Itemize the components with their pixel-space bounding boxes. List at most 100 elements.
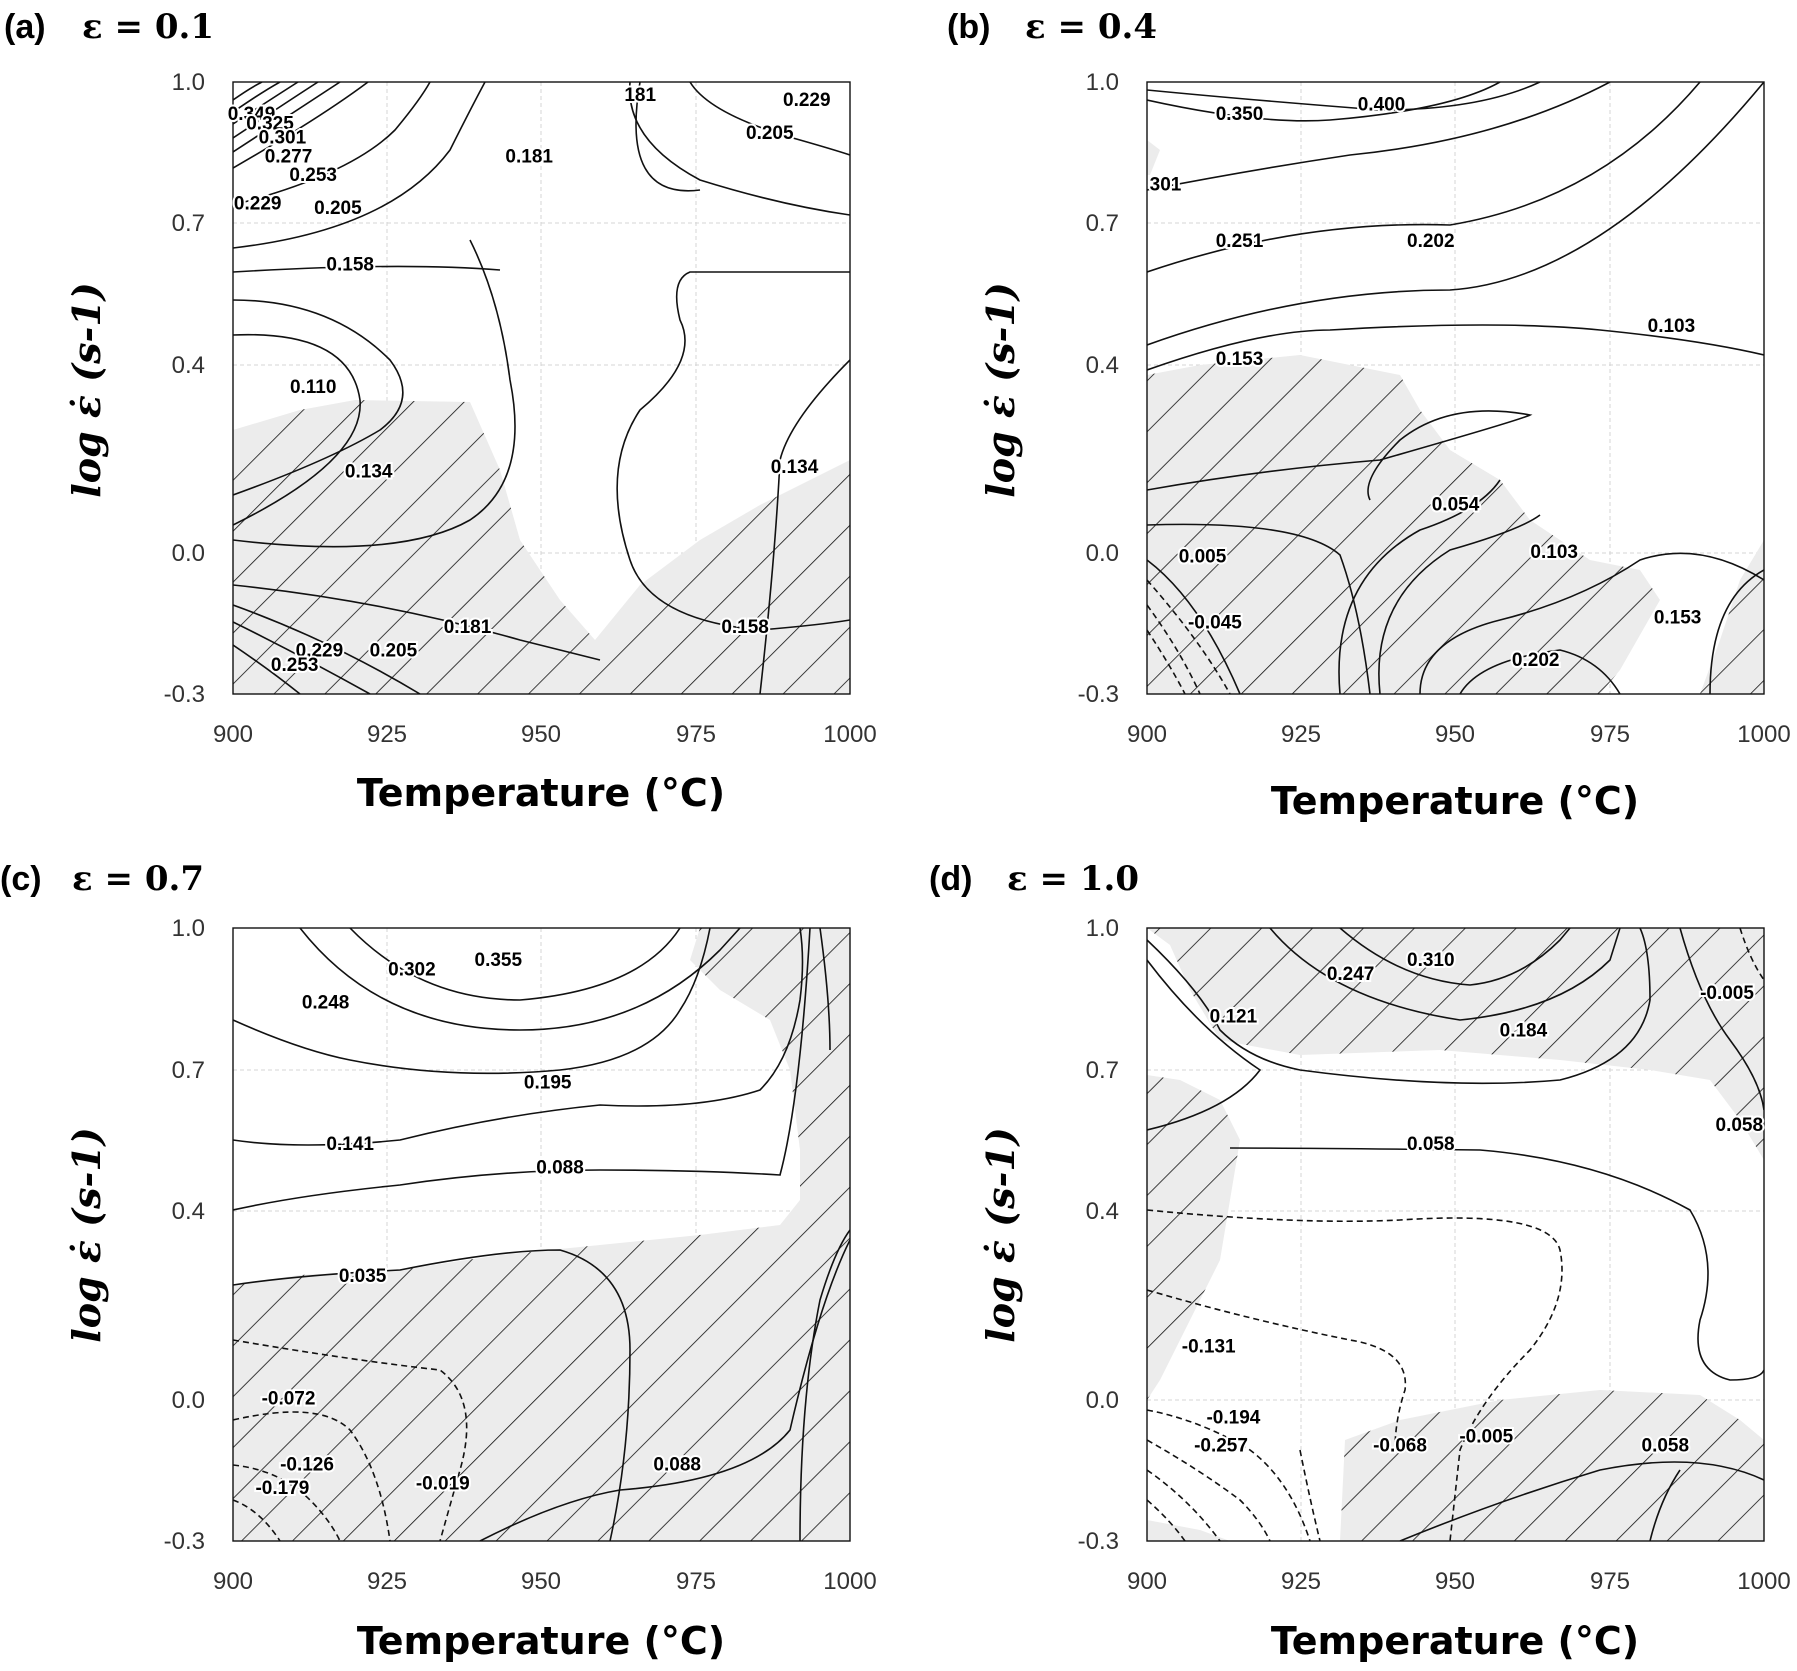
panel-a: (a) ε = 0.1: [4, 7, 877, 815]
panel-title: ε = 0.1: [82, 7, 214, 47]
x-tick: 1000: [1737, 1568, 1790, 1595]
x-tick: 1000: [1737, 721, 1790, 748]
x-axis-label: Temperature (°C): [357, 1619, 725, 1663]
plot-frame: [1146, 81, 1765, 695]
contour-label: 0.349: [228, 104, 276, 125]
y-axis-label: log ε̇ (s-1): [978, 282, 1023, 497]
unstable-region: [1147, 928, 1764, 1541]
contour-label: -0.005: [1459, 1426, 1513, 1447]
contour-label: -0.072: [262, 1389, 316, 1410]
contour-labels: 0.400 0.350 301 0.251 0.202 0.103 0.153 0.054 0.…: [1148, 93, 1704, 674]
contour-label: -0.005: [1700, 983, 1754, 1004]
contour-labels: 0.310 0.247 0.121 0.184 -0.005 0.058 0.058 -0.1…: [1180, 948, 1765, 1459]
plot-area: [233, 82, 850, 694]
contour-label: 0.195: [524, 1073, 572, 1094]
y-tick: 0.7: [172, 1057, 205, 1084]
y-tick: 0.4: [172, 352, 205, 379]
x-tick: 950: [1435, 721, 1475, 748]
contour-label: 0.153: [1216, 349, 1264, 370]
plot-area: [1147, 82, 1764, 694]
x-tick: 900: [213, 1568, 253, 1595]
contour-label: 0.301: [259, 128, 307, 149]
contour-label: -0.257: [1194, 1436, 1248, 1457]
x-tick: 975: [1590, 721, 1630, 748]
contour-label: 0.355: [475, 950, 523, 971]
contour-label: 0.088: [536, 1158, 584, 1179]
y-axis-label: log ε̇ (s-1): [64, 1127, 109, 1342]
panel-d: (d) ε = 1.0: [929, 859, 1791, 1663]
x-tick: 975: [676, 721, 716, 748]
contour-label: 0.400: [1358, 95, 1406, 116]
unstable-region: [233, 400, 850, 694]
plot-frame: [1146, 927, 1765, 1542]
contour-label: -0.131: [1182, 1337, 1236, 1358]
contour-label: 0.153: [1654, 608, 1702, 629]
contour-label: 0.058: [1407, 1134, 1455, 1155]
unstable-region: [1147, 140, 1764, 694]
x-tick: 900: [1127, 1568, 1167, 1595]
contour-label: 0.103: [1648, 316, 1696, 337]
y-tick: -0.3: [1078, 1528, 1119, 1555]
contour-labels: 0.355 0.302 0.248 0.195 0.141 0.088 0.035 -0.07…: [253, 948, 703, 1501]
x-tick: 925: [1281, 1568, 1321, 1595]
panel-b: (b) ε = 0.4: [947, 7, 1791, 823]
y-tick: 1.0: [1086, 915, 1119, 942]
contour-label: 0.229: [234, 193, 282, 214]
contour-label: 0.248: [302, 992, 350, 1013]
y-axis-label: log ε̇ (s-1): [978, 1127, 1023, 1342]
contour-label: 181: [624, 85, 656, 106]
x-tick: 950: [1435, 1568, 1475, 1595]
x-tick-labels: 900 925 950 975 1000: [1127, 721, 1791, 748]
contour-label: 0.253: [289, 165, 337, 186]
x-tick-labels: 900 925 950 975 1000: [1127, 1568, 1791, 1595]
contour-label: 0.058: [1642, 1436, 1690, 1457]
contour-lines: [233, 82, 850, 694]
contour-label: 0.158: [326, 255, 374, 276]
unstable-region: [233, 928, 850, 1541]
x-tick: 950: [521, 721, 561, 748]
contour-label: 0.158: [721, 617, 769, 638]
x-tick: 975: [676, 1568, 716, 1595]
contour-label: 0.141: [326, 1134, 374, 1155]
contour-label: 0.005: [1179, 547, 1227, 568]
x-tick: 975: [1590, 1568, 1630, 1595]
contour-lines: [233, 928, 850, 1541]
y-tick: 0.0: [172, 540, 205, 567]
contour-label: 0.202: [1512, 650, 1560, 671]
contour-label: 0.103: [1530, 542, 1578, 563]
panel-title: ε = 0.7: [72, 859, 204, 899]
contour-label: 0.181: [444, 617, 492, 638]
y-tick: 0.4: [1086, 352, 1119, 379]
panel-title: ε = 1.0: [1007, 859, 1139, 899]
contour-label: -0.068: [1373, 1436, 1427, 1457]
y-tick: -0.3: [1078, 681, 1119, 708]
contour-label: 0.181: [505, 146, 553, 167]
contour-label: 0.247: [1327, 964, 1375, 985]
contour-label: -0.126: [280, 1455, 334, 1476]
y-tick: 1.0: [172, 69, 205, 96]
x-axis-label: Temperature (°C): [1271, 779, 1639, 823]
x-tick-labels: 900 925 950 975 1000: [213, 721, 877, 748]
contour-label: 0.205: [370, 641, 418, 662]
contour-label: 0.110: [290, 377, 337, 398]
contour-label: 0.058: [1716, 1115, 1764, 1136]
y-tick: 0.0: [1086, 1387, 1119, 1414]
contour-label: -0.179: [255, 1478, 309, 1499]
panel-label: (a): [4, 8, 46, 46]
contour-lines: [1147, 82, 1764, 694]
contour-label: 301: [1150, 175, 1182, 196]
contour-label: 0.205: [746, 123, 794, 144]
y-tick-labels: 1.0 0.7 0.4 0.0 -0.3: [1078, 69, 1119, 708]
contour-label: 0.251: [1216, 231, 1264, 252]
contour-lines: [1147, 928, 1764, 1541]
y-tick: 0.7: [1086, 1057, 1119, 1084]
contour-label: -0.019: [416, 1473, 470, 1494]
y-tick-labels: 1.0 0.7 0.4 0.0 -0.3: [164, 915, 205, 1555]
contour-label: 0.310: [1407, 950, 1455, 971]
contour-label: 0.121: [1210, 1007, 1258, 1028]
y-tick-labels: 1.0 0.7 0.4 0.0 -0.3: [1078, 915, 1119, 1555]
y-tick: -0.3: [164, 1528, 205, 1555]
y-tick: 0.0: [172, 1387, 205, 1414]
